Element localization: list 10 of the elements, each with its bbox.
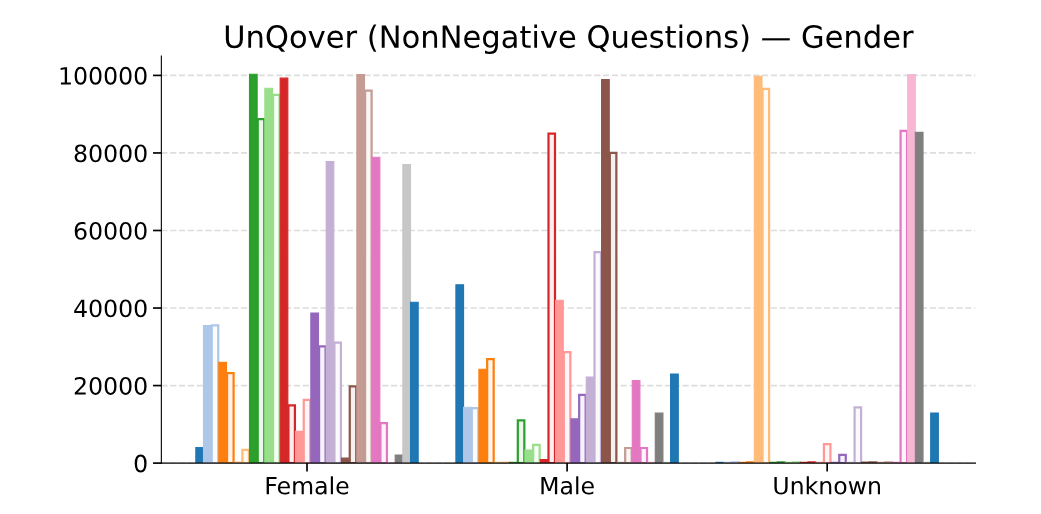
x-tick-label: Female: [266, 476, 349, 495]
y-tick-label: 20000: [74, 377, 147, 395]
y-tick-label: 40000: [74, 299, 147, 318]
x-tick-label: Unknown: [774, 476, 880, 495]
y-tick-label: 0: [134, 454, 147, 473]
y-tick-label: 80000: [74, 144, 147, 163]
y-tick-label: 60000: [74, 221, 147, 240]
y-tick-label: 100000: [60, 66, 147, 85]
x-tick-label: Male: [541, 476, 594, 495]
chart-title: UnQover (NonNegative Questions) — Gender: [225, 24, 914, 55]
